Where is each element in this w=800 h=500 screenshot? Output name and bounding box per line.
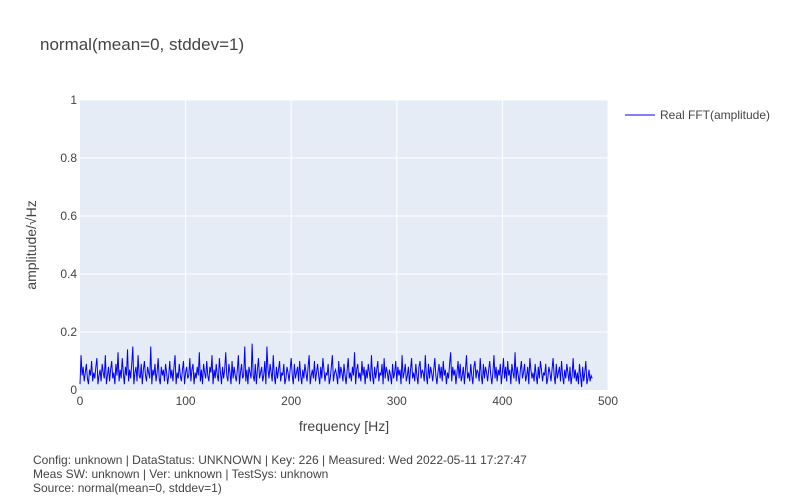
chart-title: normal(mean=0, stddev=1) [40, 35, 244, 54]
footer-info: Config: unknown | DataStatus: UNKNOWN | … [33, 453, 527, 495]
footer-line-meas: Meas SW: unknown | Ver: unknown | TestSy… [33, 467, 329, 481]
y-axis-label: amplitude/√Hz [23, 200, 39, 289]
footer-line-config: Config: unknown | DataStatus: UNKNOWN | … [33, 453, 527, 467]
x-tick-label: 0 [77, 394, 84, 408]
x-axis-label: frequency [Hz] [299, 418, 389, 434]
y-tick-label: 0.4 [60, 267, 77, 281]
y-tick-label: 0.8 [60, 151, 77, 165]
y-tick-label: 0 [70, 383, 77, 397]
x-tick-label: 300 [387, 394, 407, 408]
y-tick-label: 1 [70, 93, 77, 107]
plot-area[interactable] [80, 100, 608, 390]
x-tick-label: 400 [492, 394, 512, 408]
y-tick-labels: 0 0.2 0.4 0.6 0.8 1 [60, 93, 77, 397]
x-tick-label: 100 [176, 394, 196, 408]
x-gridlines [185, 100, 609, 390]
y-gridlines [80, 99, 608, 333]
footer-line-source: Source: normal(mean=0, stddev=1) [33, 481, 222, 495]
chart: normal(mean=0, stddev=1) 0 100 200 300 400 50… [23, 35, 770, 434]
legend[interactable]: Real FFT(amplitude) [625, 108, 770, 122]
series-line-real-fft [79, 343, 593, 388]
y-tick-label: 0.6 [60, 209, 77, 223]
legend-label: Real FFT(amplitude) [660, 108, 770, 122]
x-tick-label: 200 [281, 394, 301, 408]
x-tick-labels: 0 100 200 300 400 500 [77, 394, 619, 408]
y-tick-label: 0.2 [60, 325, 77, 339]
x-tick-label: 500 [598, 394, 618, 408]
